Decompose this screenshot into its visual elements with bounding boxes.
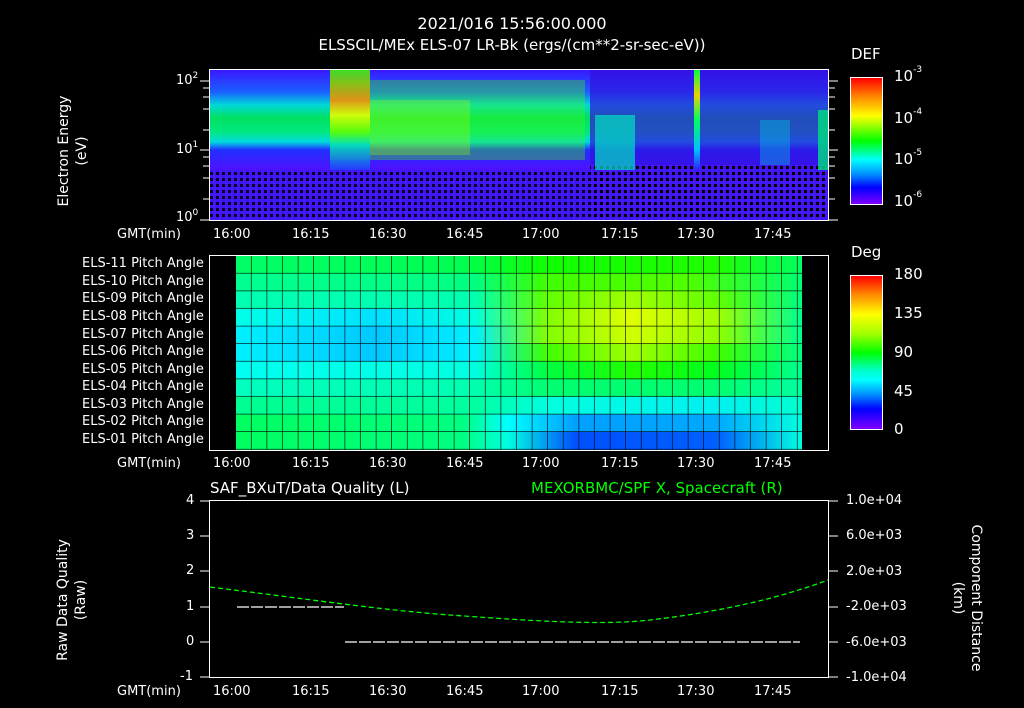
row-label-els-06: ELS-06 Pitch Angle (82, 344, 204, 359)
plot-subtitle: ELSSCIL/MEx ELS-07 LR-Bk (ergs/(cm**2-sr… (318, 36, 706, 54)
x-tick: 17:15 (601, 456, 639, 471)
pitch-plot-frame (209, 255, 829, 451)
x-tick: 16:45 (446, 227, 484, 242)
quality-series-line (237, 606, 800, 643)
x-tick: 16:30 (369, 684, 407, 699)
y-tick: 6.0e+03 (846, 528, 903, 543)
x-tick: 16:30 (369, 456, 407, 471)
x-tick: 16:45 (446, 456, 484, 471)
row-label-els-09: ELS-09 Pitch Angle (82, 291, 204, 306)
y-tick: -2.0e+03 (846, 599, 907, 614)
x-tick: 16:30 (369, 227, 407, 242)
def-tick-1e-6: 10-6 (894, 190, 923, 210)
def-colorbar (850, 77, 883, 205)
x-tick: 17:45 (754, 227, 792, 242)
pitch-angle-heatmap (236, 256, 802, 450)
energy-plot-frame (209, 69, 829, 221)
deg-tick-45: 45 (894, 382, 914, 400)
y-tick: -1 (180, 669, 193, 684)
y-tick: 2.0e+03 (846, 564, 903, 579)
row-label-els-02: ELS-02 Pitch Angle (82, 414, 204, 429)
y-tick: 1 (186, 599, 195, 614)
row-label-els-08: ELS-08 Pitch Angle (82, 309, 204, 324)
y-tick: 3 (186, 528, 195, 543)
energy-tick-100: 102 (176, 71, 199, 88)
def-tick-1e-5: 10-5 (894, 148, 923, 168)
distance-series-line (209, 579, 829, 624)
x-tick: 16:15 (292, 456, 330, 471)
y-tick: 0 (186, 634, 195, 649)
gmt-label-2: GMT(min) (117, 456, 181, 471)
def-tick-1e-3: 10-3 (894, 65, 923, 85)
right-series-title: MEXORBMC/SPF X, Spacecraft (R) (531, 479, 783, 497)
x-tick: 17:30 (677, 456, 715, 471)
row-label-els-05: ELS-05 Pitch Angle (82, 362, 204, 377)
x-tick: 17:30 (677, 227, 715, 242)
row-label-els-10: ELS-10 Pitch Angle (82, 274, 204, 289)
deg-tick-0: 0 (894, 420, 904, 438)
deg-colorbar-title: Deg (851, 243, 882, 261)
x-tick: 17:30 (677, 684, 715, 699)
deg-colorbar (850, 275, 883, 430)
x-tick: 16:45 (446, 684, 484, 699)
energy-axis-ticks (200, 80, 838, 221)
x-tick: 16:15 (292, 227, 330, 242)
y-tick: 1.0e+04 (846, 493, 903, 508)
plot-datetime: 2021/016 15:56:00.000 (417, 14, 607, 33)
x-tick: 17:00 (522, 684, 560, 699)
x-tick: 17:15 (601, 684, 639, 699)
x-tick: 16:15 (292, 684, 330, 699)
spectrogram-image (210, 70, 828, 220)
x-tick: 16:00 (213, 684, 251, 699)
deg-tick-135: 135 (894, 304, 923, 322)
x-tick: 17:00 (522, 456, 560, 471)
def-colorbar-title: DEF (851, 45, 881, 63)
def-tick-1e-4: 10-4 (894, 107, 923, 127)
energy-tick-10: 101 (176, 140, 199, 157)
energy-spectrogram (210, 70, 828, 220)
row-label-els-01: ELS-01 Pitch Angle (82, 432, 204, 447)
x-tick: 17:00 (522, 227, 560, 242)
y-tick: 4 (186, 493, 195, 508)
left-series-title: SAF_BXuT/Data Quality (L) (210, 479, 410, 497)
row-label-els-07: ELS-07 Pitch Angle (82, 327, 204, 342)
y-tick: -6.0e+03 (846, 635, 907, 650)
row-label-els-04: ELS-04 Pitch Angle (82, 379, 204, 394)
row-label-els-03: ELS-03 Pitch Angle (82, 397, 204, 412)
x-tick: 16:00 (213, 227, 251, 242)
x-tick: 17:45 (754, 456, 792, 471)
energy-tick-1: 100 (176, 208, 199, 225)
deg-tick-90: 90 (894, 343, 914, 361)
row-label-els-11: ELS-11 Pitch Angle (82, 256, 204, 271)
line-plot-frame (209, 500, 829, 678)
y-tick: 2 (186, 563, 195, 578)
x-tick: 17:15 (601, 227, 639, 242)
gmt-label-3: GMT(min) (117, 684, 181, 699)
y-tick: -1.0e+04 (846, 670, 907, 685)
deg-tick-180: 180 (894, 265, 923, 283)
gmt-label-1: GMT(min) (117, 227, 181, 242)
x-tick: 17:45 (754, 684, 792, 699)
x-tick: 16:00 (213, 456, 251, 471)
